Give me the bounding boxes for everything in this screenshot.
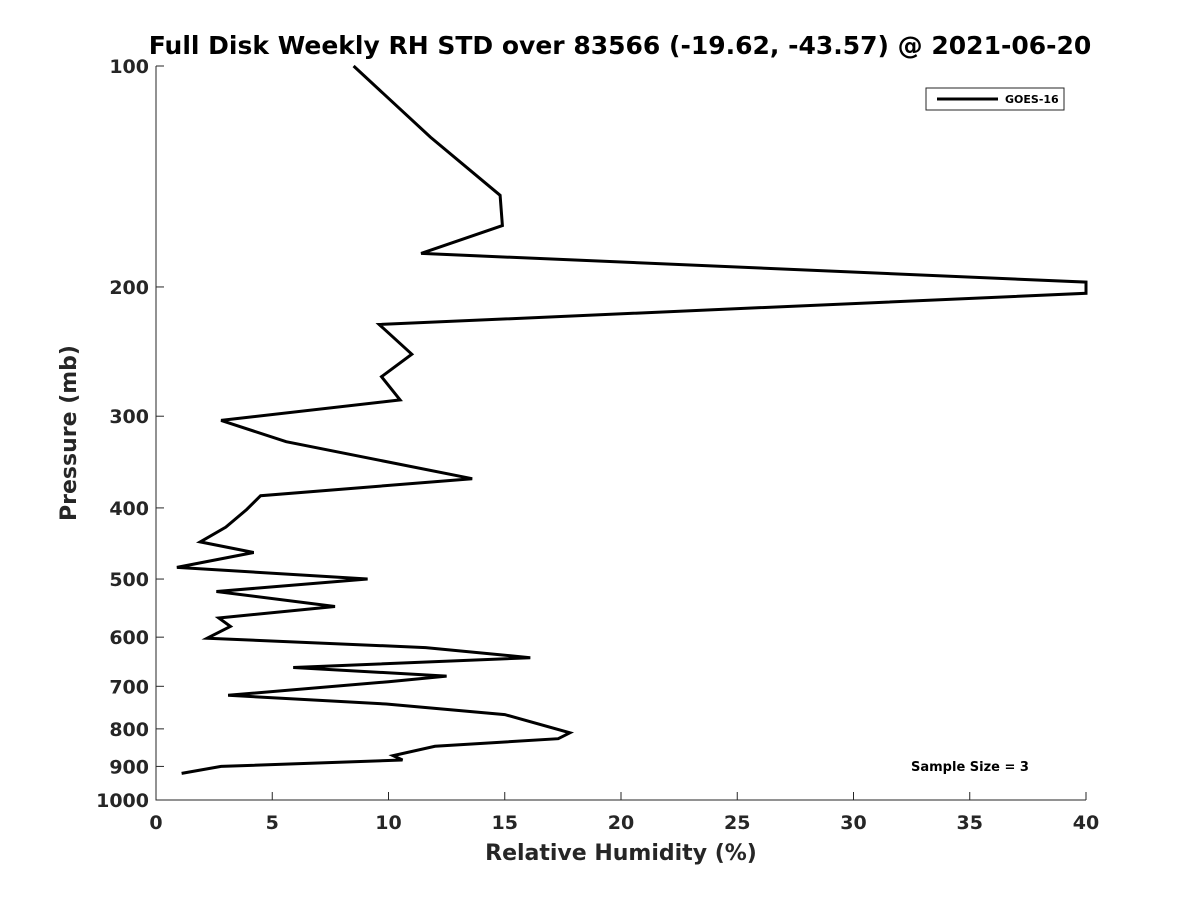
- y-tick-label: 100: [109, 56, 149, 78]
- y-tick-label: 1000: [96, 790, 149, 812]
- y-tick-label: 800: [109, 719, 149, 741]
- x-tick-label: 20: [608, 812, 634, 834]
- x-tick-label: 5: [266, 812, 279, 834]
- legend-entry-goes-16: GOES-16: [1005, 93, 1059, 106]
- y-tick-label: 200: [109, 277, 149, 299]
- x-axis-label: Relative Humidity (%): [485, 841, 757, 866]
- y-tick-label: 300: [109, 406, 149, 428]
- y-axis: 100 200 300 400 500 600 700 800 900 1000: [96, 56, 164, 812]
- y-tick-label: 500: [109, 569, 149, 591]
- plot-area: 0 5 10 15 20 25 30 35 40 100 200 300 400 500 600 700 80…: [96, 56, 1099, 834]
- y-tick-label: 700: [109, 676, 149, 698]
- x-tick-label: 15: [492, 812, 518, 834]
- x-tick-label: 40: [1073, 812, 1099, 834]
- legend[interactable]: GOES-16: [925, 87, 1065, 111]
- x-tick-label: 30: [840, 812, 866, 834]
- x-axis: 0 5 10 15 20 25 30 35 40: [149, 792, 1099, 834]
- sample-size-annotation: Sample Size = 3: [911, 760, 1029, 775]
- y-axis-label: Pressure (mb): [57, 345, 82, 521]
- y-tick-label: 900: [109, 756, 149, 778]
- x-tick-label: 35: [957, 812, 983, 834]
- x-tick-label: 25: [724, 812, 750, 834]
- series-line-goes-16: [176, 64, 1088, 775]
- y-tick-label: 400: [109, 498, 149, 520]
- x-tick-label: 10: [375, 812, 401, 834]
- x-tick-label: 0: [149, 812, 162, 834]
- y-tick-label: 600: [109, 627, 149, 649]
- chart-title: Full Disk Weekly RH STD over 83566 (-19.…: [149, 31, 1092, 60]
- series-layer: [176, 64, 1088, 775]
